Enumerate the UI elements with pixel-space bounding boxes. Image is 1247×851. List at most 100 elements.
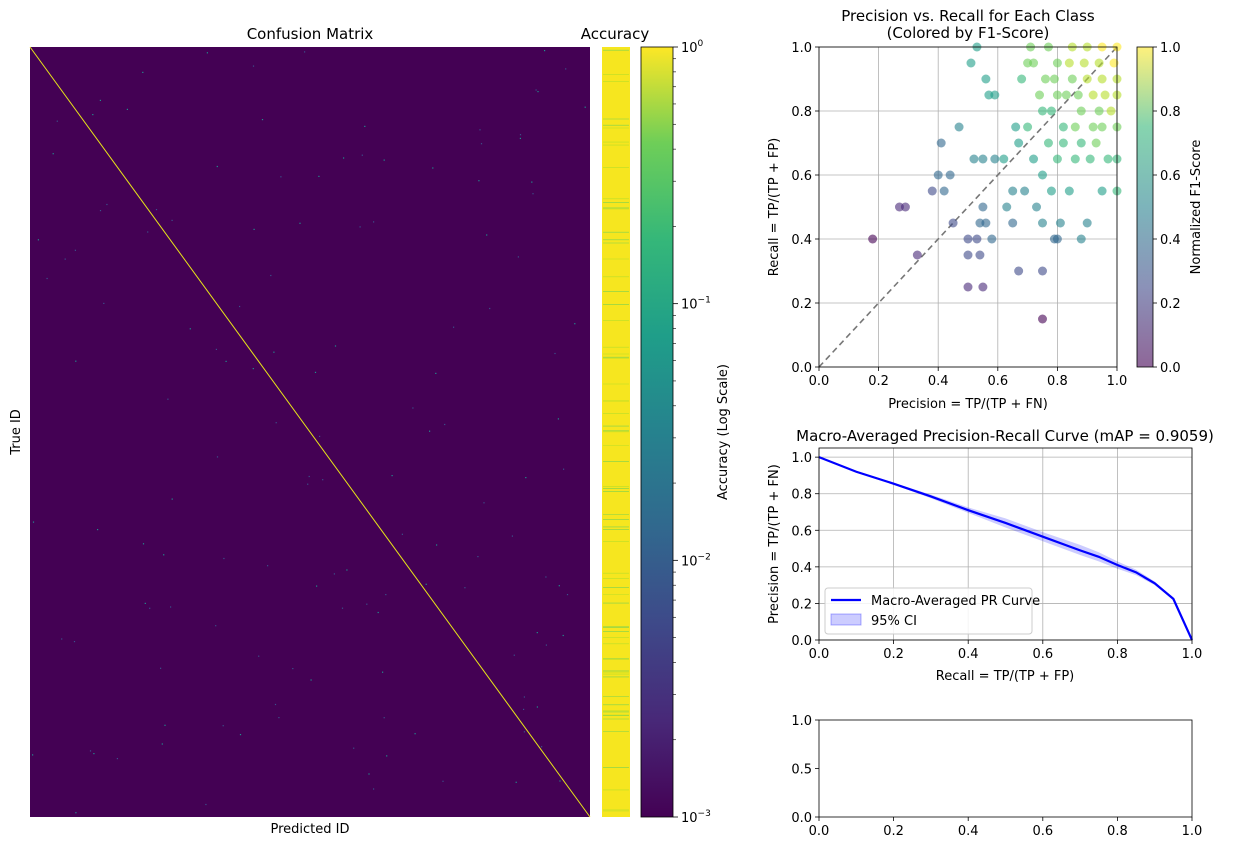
confusion-matrix-cell: [73, 641, 76, 643]
f1-colorbar-gradient: [1136, 46, 1154, 368]
pr-xlabel: Recall = TP/(TP + FP): [936, 669, 1075, 684]
confusion-matrix-cell: [155, 209, 158, 211]
confusion-matrix-cell: [565, 68, 567, 70]
y-tick-label: 0.0: [791, 634, 812, 649]
confusion-matrix-cell: [523, 696, 525, 698]
confusion-matrix-cell: [189, 328, 191, 330]
confusion-matrix-cell: [126, 108, 128, 110]
scatter-point: [1014, 266, 1024, 276]
scatter-point: [981, 74, 991, 84]
confusion-matrix-cell: [480, 143, 483, 145]
scatter-point: [999, 154, 1009, 164]
scatter-point: [1040, 74, 1050, 84]
scatter-point: [1088, 90, 1098, 100]
confusion-matrix-cell: [429, 430, 431, 432]
scatter-point: [1094, 106, 1104, 116]
scatter-point: [1091, 138, 1101, 148]
confusion-matrix-cell: [442, 780, 444, 782]
y-tick-label: 0.4: [791, 561, 812, 576]
confusion-matrix-cell: [304, 51, 306, 53]
f1-colorbar-tick-label: 0.4: [1160, 233, 1181, 248]
confusion-matrix-cell: [525, 477, 527, 479]
scatter-point: [1064, 186, 1074, 196]
scatter-ylabel: Recall = TP/(TP + FP): [767, 138, 782, 277]
scatter-point: [1038, 218, 1047, 228]
scatter-ticks: 0.0 0.2 0.4 0.6 0.8 1.0 0.0 0.2 0.4 0.6 0.8 1.0: [791, 41, 1127, 389]
x-tick-label: 0.0: [809, 824, 830, 839]
confusion-matrix-cell: [270, 274, 272, 277]
confusion-matrix-cell: [523, 731, 525, 733]
x-tick-label: 0.6: [1032, 647, 1053, 662]
scatter-point: [868, 234, 878, 244]
scatter-point: [1032, 202, 1042, 212]
confusion-matrix-cell: [160, 667, 162, 669]
scatter-point: [1008, 186, 1018, 196]
confusion-matrix-cell: [164, 724, 166, 726]
scatter-point: [1020, 186, 1030, 196]
scatter-point: [1073, 90, 1083, 100]
scatter-subtitle: (Colored by F1-Score): [887, 24, 1050, 42]
confusion-matrix-cell: [32, 754, 34, 756]
confusion-matrix-cell: [142, 543, 145, 545]
scatter-point: [975, 250, 985, 260]
confusion-matrix-cell: [167, 398, 169, 400]
confusion-matrix-cell: [353, 747, 355, 749]
scatter-point: [954, 122, 964, 132]
confusion-matrix-cell: [103, 302, 105, 304]
confusion-matrix-cell: [163, 554, 165, 556]
scatter-point: [1052, 154, 1062, 164]
confusion-matrix-cell: [432, 167, 434, 169]
scatter-point: [1094, 58, 1104, 68]
confusion-matrix-cell: [144, 602, 146, 604]
confusion-matrix-cell: [519, 134, 522, 136]
confusion-matrix-cell: [215, 625, 217, 627]
confusion-matrix-cell: [377, 611, 379, 614]
confusion-matrix-cell: [319, 435, 321, 437]
confusion-matrix-cell: [61, 638, 63, 640]
confusion-matrix-cell: [478, 180, 480, 182]
confusion-matrix-cell: [444, 423, 446, 426]
scatter-point: [1029, 58, 1039, 68]
scatter-point: [1008, 218, 1018, 228]
confusion-matrix-cell: [149, 607, 151, 609]
scatter-point: [963, 234, 973, 244]
scatter-point: [990, 154, 1000, 164]
scatter-point: [972, 234, 982, 244]
accuracy-strip-panel: Accuracy: [581, 25, 649, 817]
x-tick-label: 0.2: [868, 374, 889, 389]
scatter-frame: [818, 46, 1118, 368]
confusion-matrix-cell: [99, 99, 101, 101]
scatter-point: [1058, 138, 1068, 148]
confusion-matrix-cell: [206, 52, 208, 54]
scatter-point: [1097, 74, 1107, 84]
scatter-point: [1052, 234, 1062, 244]
scatter-point: [1035, 90, 1045, 100]
confusion-matrix-cell: [275, 422, 277, 424]
x-tick-label: 0.4: [958, 824, 979, 839]
scatter-point: [1079, 58, 1089, 68]
confusion-matrix-cell: [89, 750, 92, 752]
confusion-matrix-cell: [391, 475, 393, 477]
pr-ticks: 0.0 0.2 0.4 0.6 0.8 1.0 0.0 0.2 0.4 0.6 0.8 1.0: [791, 451, 1202, 662]
scatter-title: Precision vs. Recall for Each Class: [841, 7, 1095, 25]
y-tick-label: 1.0: [791, 714, 812, 729]
confusion-matrix-cell: [106, 203, 108, 206]
x-tick-label: 0.4: [958, 647, 979, 662]
scatter-xlabel: Precision = TP/(TP + FN): [888, 397, 1048, 412]
x-tick-label: 1.0: [1182, 647, 1203, 662]
f1-colorbar-tick-label: 0.6: [1160, 169, 1181, 184]
confusion-matrix-cell: [385, 594, 387, 596]
scatter-point: [1070, 154, 1080, 164]
scatter-point: [1097, 122, 1107, 132]
x-tick-label: 0.8: [1107, 824, 1128, 839]
y-tick-label: 0.2: [791, 297, 812, 312]
confusion-matrix-cell: [64, 258, 66, 260]
confusion-matrix-cell: [557, 418, 559, 420]
confusion-matrix-cell: [316, 585, 318, 587]
scatter-point: [1082, 218, 1092, 228]
confusion-matrix-cell: [37, 239, 39, 241]
confusion-matrix-cell: [436, 544, 438, 546]
scatter-point: [1055, 218, 1065, 228]
scatter-point: [1043, 138, 1053, 148]
x-tick-label: 0.0: [809, 374, 830, 389]
